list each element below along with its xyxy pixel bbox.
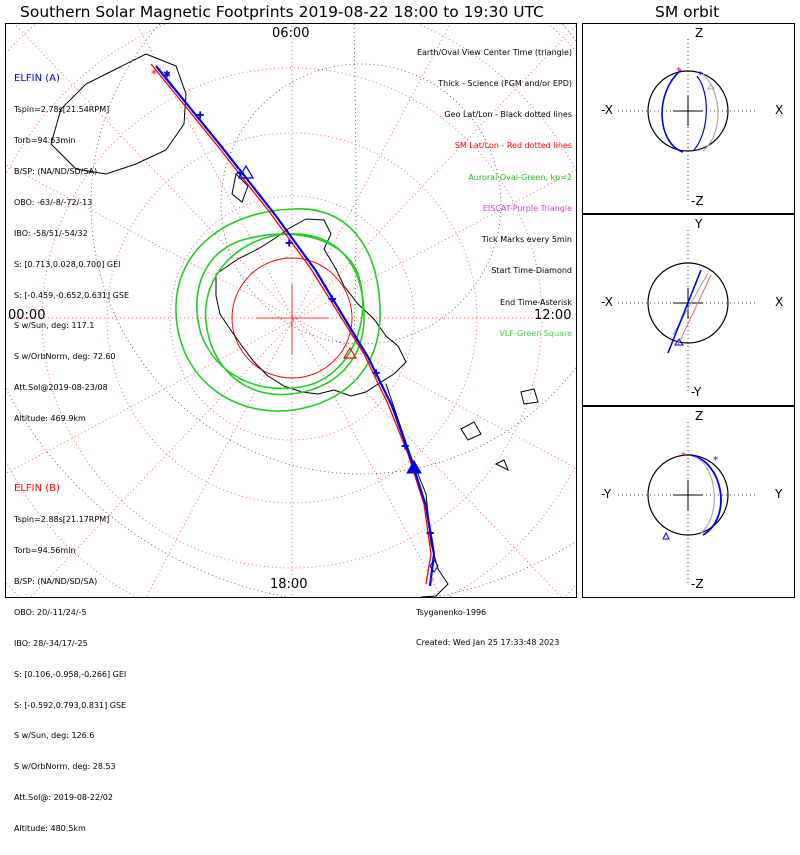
legend-item: Start Time-Diamond bbox=[491, 266, 572, 276]
elfin-b-line: S w/Sun, deg: 126.6 bbox=[14, 731, 95, 741]
svg-text:*: * bbox=[681, 451, 686, 462]
elfin-b-line: OBO: 20/-11/24/-5 bbox=[14, 607, 87, 617]
sm-orbit-xz-plot: * * bbox=[618, 39, 758, 202]
footprint-map-panel: * + + + + + + + * * ELFIN (A) Tspin=2.78… bbox=[5, 23, 577, 833]
elfin-a-line: Tspin=2.78s[21.54RPM] bbox=[14, 105, 110, 115]
sm1-right-label: X bbox=[775, 103, 784, 117]
time-label-bottom: 18:00 bbox=[270, 577, 308, 592]
sm-orbit-xy-panel: Y -Y -X X bbox=[582, 214, 795, 406]
svg-text:+: + bbox=[426, 528, 434, 539]
australia-coast bbox=[50, 53, 187, 175]
elfin-a-line: S: [-0.459,-0.652,0.631] GSE bbox=[14, 290, 129, 300]
sm1-left-label: -X bbox=[601, 103, 613, 117]
legend-item: SM Lat/Lon - Red dotted lines bbox=[454, 141, 572, 151]
elfin-b-info: ELFIN (B) Tspin=2.88s[21.17RPM] Torb=94.… bbox=[14, 461, 126, 855]
elfin-a-line: S: [0.713,0.028,0.700] GEI bbox=[14, 259, 121, 269]
legend-item: Thick - Science (FGM and/or EPD) bbox=[438, 79, 572, 89]
elfin-a-line: S w/Sun, deg: 117.1 bbox=[14, 321, 95, 331]
sm-pole-circle bbox=[231, 257, 353, 379]
elfin-b-line: Altitude: 480.5km bbox=[14, 824, 86, 834]
time-label-left: 00:00 bbox=[8, 308, 46, 323]
elfin-a-line: Att.Sol@2019-08-23/08 bbox=[14, 383, 108, 393]
sm1-top-label: Z bbox=[695, 26, 704, 40]
sm-orbit-xy-plot bbox=[618, 230, 758, 393]
time-label-right: 12:00 bbox=[534, 308, 572, 323]
elfin-a-line: Torb=94.63min bbox=[14, 136, 76, 146]
legend-item: Geo Lat/Lon - Black dotted lines bbox=[444, 110, 572, 120]
elfin-a-line: Altitude: 469.9km bbox=[14, 414, 86, 424]
svg-text:+: + bbox=[401, 441, 409, 452]
elfin-b-line: S w/OrbNorm, deg: 28.53 bbox=[14, 762, 116, 772]
svg-text:+: + bbox=[285, 238, 293, 249]
legend-item: Earth/Oval View Center Time (triangle) bbox=[416, 47, 572, 57]
sm-orbit-xz-panel: * * Z -Z -X X bbox=[582, 23, 795, 214]
elfin-b-line: Tspin=2.88s[21.17RPM] bbox=[14, 515, 110, 525]
sm2-bottom-label: -Y bbox=[691, 385, 702, 399]
elfin-b-line: S: [-0.592,0.793,0.831] GSE bbox=[14, 700, 127, 710]
elfin-a-info: ELFIN (A) Tspin=2.78s[21.54RPM] Torb=94.… bbox=[14, 51, 129, 445]
legend-item: Auroral Oval-Green, kp=2 bbox=[468, 172, 572, 182]
svg-text:*: * bbox=[429, 576, 434, 587]
elfin-b-line: Torb=94.56min bbox=[14, 546, 76, 556]
elfin-b-line: B/SP: (NA/ND/SD/SA) bbox=[14, 576, 98, 586]
elfin-b-line: Att.Sol@: 2019-08-22/02 bbox=[14, 793, 113, 803]
legend-item: End Time-Asterisk bbox=[499, 297, 572, 307]
created-timestamp: Created: Wed Jan 25 17:33:48 2023 bbox=[416, 638, 560, 648]
svg-text:*: * bbox=[698, 70, 703, 81]
svg-text:+: + bbox=[328, 294, 336, 305]
sm-orbit-yz-panel: * * Z -Z -Y Y bbox=[582, 406, 795, 598]
svg-text:+: + bbox=[236, 168, 244, 179]
sm-orbit-yz-plot: * * bbox=[618, 422, 758, 585]
svg-text:*: * bbox=[151, 67, 157, 81]
sm3-left-label: -Y bbox=[601, 487, 612, 501]
legend-item: VLF-Green Square bbox=[499, 328, 572, 338]
auroral-oval-outer bbox=[175, 208, 381, 412]
elfin-b-name: ELFIN (B) bbox=[14, 482, 60, 494]
geo-grid bbox=[6, 24, 576, 597]
map-legend: Earth/Oval View Center Time (triangle) T… bbox=[417, 27, 572, 360]
time-label-top: 06:00 bbox=[272, 26, 310, 41]
new-zealand-coast bbox=[231, 172, 249, 203]
legend-item: Tick Marks every 5min bbox=[481, 235, 572, 245]
auroral-oval-mid bbox=[196, 233, 364, 390]
elfin-b-line: S: [0.106,-0.958,-0.266] GEI bbox=[14, 669, 127, 679]
sm-orbit-title: SM orbit bbox=[655, 3, 720, 21]
elfin-b-markers: * * bbox=[151, 67, 434, 587]
sm2-left-label: -X bbox=[601, 295, 613, 309]
sm2-right-label: X bbox=[775, 295, 784, 309]
elfin-a-line: S w/OrbNorm, deg: 72.60 bbox=[14, 352, 116, 362]
elfin-b-track bbox=[150, 63, 432, 585]
auroral-ovals bbox=[175, 208, 381, 412]
sm3-top-label: Z bbox=[695, 409, 704, 423]
elfin-a-track bbox=[155, 65, 436, 587]
elfin-b-line: IBO: 28/-34/17/-25 bbox=[14, 638, 88, 648]
svg-text:*: * bbox=[713, 455, 718, 466]
svg-text:*: * bbox=[164, 69, 170, 83]
sm2-top-label: Y bbox=[695, 217, 703, 231]
elfin-a-line: IBO: -58/51/-54/32 bbox=[14, 228, 88, 238]
legend-item: EISCAT-Purple Triangle bbox=[482, 203, 572, 213]
auroral-oval-inner bbox=[204, 233, 365, 396]
sm1-bottom-label: -Z bbox=[691, 194, 704, 208]
elfin-a-line: B/SP: (NA/ND/SD/SA) bbox=[14, 166, 98, 176]
elfin-a-name: ELFIN (A) bbox=[14, 72, 60, 84]
credits: Tsyganenko-1996 Created: Wed Jan 25 17:3… bbox=[416, 587, 559, 669]
svg-text:+: + bbox=[372, 368, 380, 379]
svg-text:*: * bbox=[676, 66, 681, 77]
svg-text:+: + bbox=[196, 110, 204, 121]
footprint-map: * + + + + + + + * * bbox=[6, 24, 576, 597]
sm3-right-label: Y bbox=[775, 487, 783, 501]
antarctica-coastline bbox=[215, 218, 407, 397]
model-credit: Tsyganenko-1996 bbox=[416, 607, 487, 617]
elfin-a-markers: * + + + + + + + bbox=[164, 69, 439, 573]
elfin-a-line: OBO: -63/-8/-72/-13 bbox=[14, 197, 93, 207]
page-title: Southern Solar Magnetic Footprints 2019-… bbox=[20, 3, 545, 21]
sm3-bottom-label: -Z bbox=[691, 577, 704, 591]
southern-ocean-islands bbox=[460, 388, 539, 472]
